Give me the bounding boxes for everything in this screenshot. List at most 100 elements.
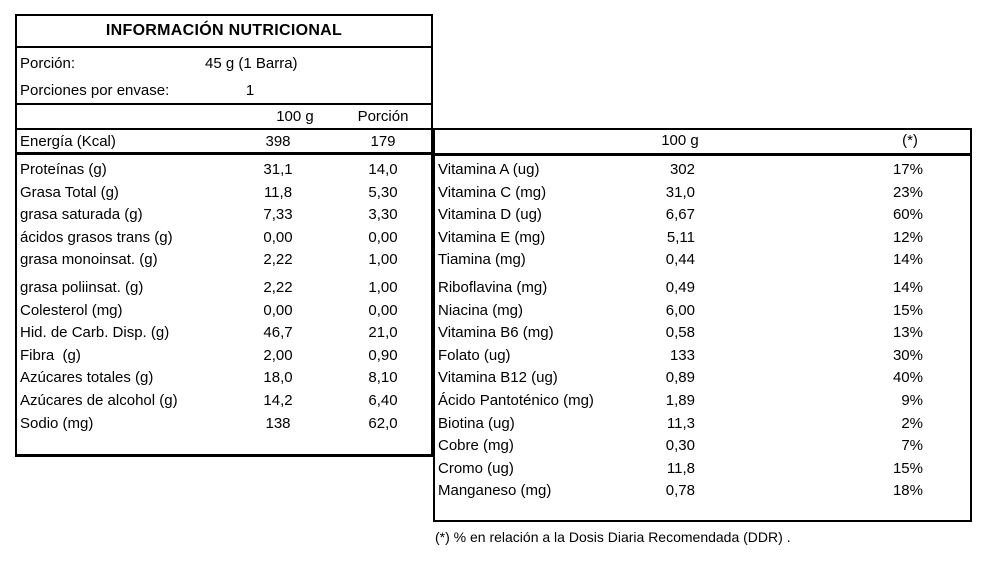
vitamin-ddr-pct: 60% <box>892 206 923 224</box>
nutrient-label: grasa poliinsat. (g) <box>20 278 144 296</box>
nutrient-row: Azúcares de alcohol (g) 14,2 6,40 <box>17 390 431 413</box>
nutrient-label: Energía (Kcal) <box>20 132 116 150</box>
nutrient-label: Proteínas (g) <box>20 161 107 178</box>
ddr-footnote: (*) % en relación a la Dosis Diaria Reco… <box>435 529 791 545</box>
vitamin-ddr-pct: 14% <box>892 278 923 296</box>
column-header-porcion: Porción <box>357 108 409 125</box>
vitamin-per-100g: 0,44 <box>665 251 695 269</box>
servings-per-package-value: 1 <box>245 82 255 99</box>
vitamin-ddr-pct: 18% <box>892 482 923 500</box>
nutrient-per-100g: 46,7 <box>263 324 293 342</box>
vitamin-ddr-pct: 9% <box>901 391 923 409</box>
vitamin-label: Vitamina A (ug) <box>438 161 540 178</box>
vitamin-row: Vitamina D (ug) 6,67 60% <box>435 204 970 227</box>
nutrient-per-serving: 62,0 <box>368 414 398 432</box>
vitamin-ddr-pct: 15% <box>892 459 923 477</box>
vitamin-row: Vitamina C (mg) 31,0 23% <box>435 182 970 205</box>
nutrient-per-serving: 1,00 <box>368 278 398 296</box>
vitamin-row: Cromo (ug) 11,8 15% <box>435 458 970 481</box>
vitamin-per-100g: 6,67 <box>665 206 695 224</box>
vitamin-row: Tiamina (mg) 0,44 14% <box>435 249 970 272</box>
nutrient-per-100g: 31,1 <box>263 161 293 178</box>
nutrient-per-100g: 0,00 <box>263 301 293 319</box>
column-header-100g: 100 g <box>276 108 314 125</box>
nutrient-label: Sodio (mg) <box>20 414 94 432</box>
nutrient-label: grasa monoinsat. (g) <box>20 251 158 269</box>
nutrient-row: grasa monoinsat. (g) 2,22 1,00 <box>17 249 431 272</box>
nutrient-per-100g: 0,00 <box>263 228 293 246</box>
vitamin-row: Vitamina B6 (mg) 0,58 13% <box>435 322 970 345</box>
vitamin-per-100g: 31,0 <box>665 183 695 201</box>
vitamin-label: Vitamina E (mg) <box>438 228 546 246</box>
vitamin-per-100g: 0,49 <box>665 278 695 296</box>
nutrient-row: Proteínas (g) 31,1 14,0 <box>17 159 431 182</box>
nutrient-row: ácidos grasos trans (g) 0,00 0,00 <box>17 227 431 250</box>
vitamin-label: Cobre (mg) <box>438 437 514 455</box>
nutrient-label: Azúcares totales (g) <box>20 369 154 387</box>
vitamin-row: Niacina (mg) 6,00 15% <box>435 300 970 323</box>
nutrient-row: Sodio (mg) 138 62,0 <box>17 413 431 436</box>
nutrient-row: Grasa Total (g) 11,8 5,30 <box>17 182 431 205</box>
nutrient-per-serving: 3,30 <box>368 206 398 224</box>
vitamin-per-100g: 5,11 <box>666 228 695 246</box>
nutrient-label: Fibra (g) <box>20 346 81 364</box>
nutrient-per-serving: 21,0 <box>368 324 398 342</box>
energy-row: Energía (Kcal) 398 179 <box>17 130 431 155</box>
column-header-ddr: (*) <box>902 132 918 149</box>
vitamin-per-100g: 11,8 <box>666 459 695 477</box>
vitamin-label: Vitamina B6 (mg) <box>438 324 554 342</box>
vitamin-ddr-pct: 2% <box>901 414 923 432</box>
vitamin-label: Vitamina B12 (ug) <box>438 369 558 387</box>
vitamin-ddr-pct: 12% <box>892 228 923 246</box>
vitamin-row: Vitamina E (mg) 5,11 12% <box>435 227 970 250</box>
main-table-body: Proteínas (g) 31,1 14,0 Grasa Total (g) 11,… <box>17 155 431 454</box>
vitamin-label: Biotina (ug) <box>438 414 515 432</box>
vitamin-row: Ácido Pantoténico (mg) 1,89 9% <box>435 390 970 413</box>
nutrient-label: Colesterol (mg) <box>20 301 123 319</box>
vitamin-label: Ácido Pantoténico (mg) <box>438 391 593 409</box>
nutrient-row: Hid. de Carb. Disp. (g) 46,7 21,0 <box>17 322 431 345</box>
nutrient-per-100g: 138 <box>265 414 291 432</box>
vitamin-row: Biotina (ug) 11,3 2% <box>435 413 970 436</box>
vitamin-ddr-pct: 17% <box>892 161 923 178</box>
nutrient-per-serving: 8,10 <box>368 369 398 387</box>
nutrient-per-serving: 5,30 <box>368 183 398 201</box>
vitamin-per-100g: 11,3 <box>666 414 695 432</box>
nutrient-label: Hid. de Carb. Disp. (g) <box>20 324 170 342</box>
nutrient-per-serving: 0,00 <box>368 228 398 246</box>
vitamin-per-100g: 0,58 <box>665 324 695 342</box>
vitamin-per-100g: 302 <box>669 161 695 178</box>
vitamin-ddr-pct: 13% <box>892 324 923 342</box>
micro-table-body: Vitamina A (ug) 302 17% Vitamina C (mg) 31,… <box>435 156 970 520</box>
vitamin-label: Tiamina (mg) <box>438 251 526 269</box>
vitamin-label: Niacina (mg) <box>438 301 524 319</box>
micronutrients-table: 100 g (*) Vitamina A (ug) 302 17% Vitamina… <box>433 128 972 522</box>
nutrient-label: ácidos grasos trans (g) <box>20 228 173 246</box>
vitamin-label: Folato (ug) <box>438 346 511 364</box>
nutrient-per-100g: 2,22 <box>263 251 293 269</box>
nutrient-per-100g: 18,0 <box>263 369 293 387</box>
nutrient-per-100g: 2,00 <box>263 346 293 364</box>
vitamin-ddr-pct: 14% <box>892 251 923 269</box>
vitamin-label: Vitamina D (ug) <box>438 206 542 224</box>
serving-size-label: Porción: <box>20 55 76 72</box>
vitamin-label: Cromo (ug) <box>438 459 514 477</box>
nutrient-per-100g: 7,33 <box>263 206 293 224</box>
nutrient-per-serving: 14,0 <box>368 161 398 178</box>
vitamin-row: Manganeso (mg) 0,78 18% <box>435 480 970 503</box>
nutrient-row: grasa saturada (g) 7,33 3,30 <box>17 204 431 227</box>
vitamin-label: Manganeso (mg) <box>438 482 552 500</box>
table-title: INFORMACIÓN NUTRICIONAL <box>17 16 431 48</box>
serving-size-row: Porción: 45 g (1 Barra) <box>17 48 431 76</box>
nutrient-row: Azúcares totales (g) 18,0 8,10 <box>17 367 431 390</box>
servings-per-package-label: Porciones por envase: <box>20 82 170 99</box>
nutrient-per-serving: 6,40 <box>368 391 398 409</box>
vitamin-per-100g: 0,89 <box>665 369 695 387</box>
vitamin-per-100g: 0,78 <box>665 482 695 500</box>
nutrient-per-serving: 0,90 <box>368 346 398 364</box>
nutrient-per-100g: 398 <box>265 132 291 150</box>
vitamin-ddr-pct: 7% <box>901 437 923 455</box>
vitamin-row: Cobre (mg) 0,30 7% <box>435 435 970 458</box>
nutrient-per-serving: 0,00 <box>368 301 398 319</box>
